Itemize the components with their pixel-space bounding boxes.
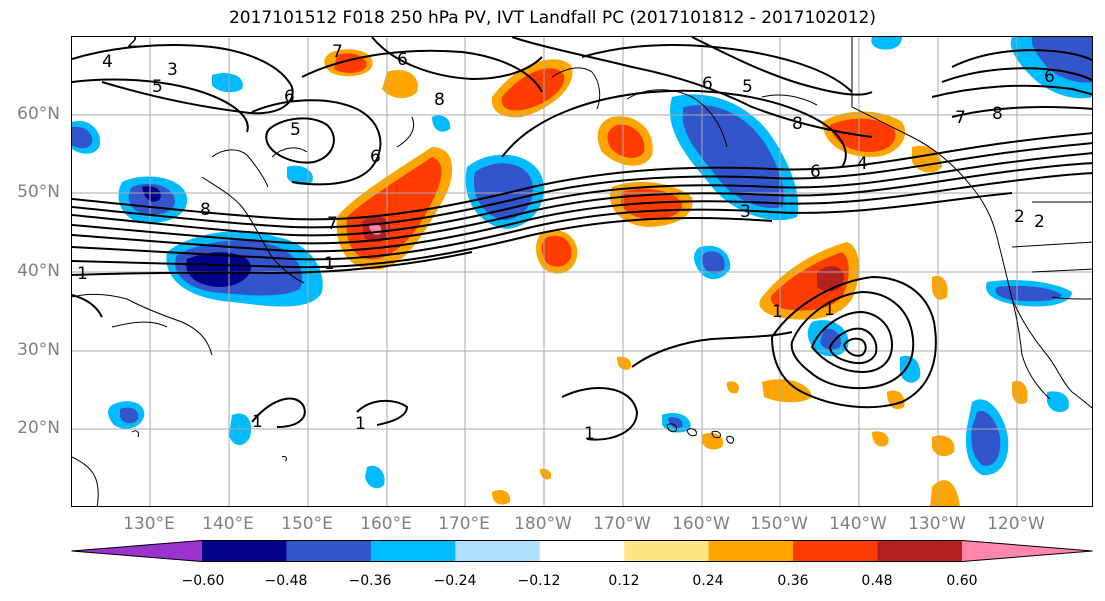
colorbar-segment	[624, 540, 710, 562]
lon-label-170w: 170°W	[593, 514, 651, 534]
colorbar-outline	[71, 540, 1093, 562]
contour-label: 1	[324, 254, 335, 274]
contour-label: 5	[290, 120, 301, 140]
contour-label: 6	[810, 162, 821, 182]
contour-label: 7	[332, 42, 343, 62]
colorbar-tick-label: 0.60	[946, 573, 978, 589]
colorbar-tick-label: −0.48	[264, 573, 308, 589]
colorbar-tick-label: 0.48	[861, 573, 893, 589]
colorbar	[71, 540, 1093, 562]
colorbar-segment	[793, 540, 879, 562]
contour-label: 6	[397, 50, 408, 70]
colorbar-segment	[539, 540, 625, 562]
colorbar-extend-max	[962, 540, 1093, 562]
contour-label: 1	[824, 300, 835, 320]
colorbar-segment	[708, 540, 794, 562]
colorbar-svg	[71, 540, 1093, 562]
lon-label-150e: 150°E	[281, 514, 333, 534]
lon-label-160w: 160°W	[672, 514, 730, 534]
colorbar-segment	[455, 540, 541, 562]
lat-label-20n: 20°N	[17, 418, 60, 438]
lat-label-50n: 50°N	[17, 182, 60, 202]
lon-label-160e: 160°E	[360, 514, 412, 534]
colorbar-tick-label: −0.60	[181, 573, 225, 589]
contour-lines	[72, 37, 1092, 441]
contour-label: 2	[1034, 212, 1045, 232]
colorbar-tick-label: 0.36	[777, 573, 809, 589]
map-panel: 2 4 3 5 6 7 6 8 6 5 6 8 6 5 7 8 6 4 3 2 …	[71, 36, 1093, 507]
colorbar-extend-min	[71, 540, 202, 562]
lon-label-130w: 130°W	[908, 514, 966, 534]
lon-label-180w: 180°W	[514, 514, 572, 534]
lon-label-170e: 170°E	[438, 514, 490, 534]
contour-label: 5	[742, 77, 753, 97]
contour-label: 6	[284, 87, 295, 107]
colorbar-segment	[286, 540, 372, 562]
lon-label-140w: 140°W	[829, 514, 887, 534]
colorbar-segment	[877, 540, 963, 562]
contour-label: 8	[992, 104, 1003, 124]
contour-label: 4	[102, 52, 113, 72]
contour-label: 1	[584, 424, 595, 444]
contour-label: 6	[370, 147, 381, 167]
colorbar-tick-label: 0.12	[608, 573, 640, 589]
coastlines	[72, 37, 1092, 506]
contour-label: 1	[252, 412, 263, 432]
colorbar-tick-label: −0.36	[348, 573, 392, 589]
contour-label: 5	[152, 77, 163, 97]
contour-label: 8	[792, 114, 803, 134]
lat-label-60n: 60°N	[17, 104, 60, 124]
map-canvas: 2 4 3 5 6 7 6 8 6 5 6 8 6 5 7 8 6 4 3 2 …	[72, 37, 1092, 506]
colorbar-segment	[202, 540, 287, 562]
contour-label: 1	[772, 302, 783, 322]
contour-label: 8	[434, 90, 445, 110]
contour-label: 1	[77, 264, 88, 284]
lon-label-130e: 130°E	[123, 514, 175, 534]
contour-label: 1	[355, 414, 366, 434]
lon-label-120w: 120°W	[987, 514, 1045, 534]
lat-label-40n: 40°N	[17, 261, 60, 281]
lat-label-30n: 30°N	[17, 340, 60, 360]
contour-label: 7	[955, 108, 966, 128]
lon-label-150w: 150°W	[750, 514, 808, 534]
colorbar-segment	[370, 540, 456, 562]
lon-label-140e: 140°E	[202, 514, 254, 534]
contour-label: 6	[702, 74, 713, 94]
colorbar-tick-label: −0.24	[433, 573, 477, 589]
contour-label: 2	[127, 37, 138, 52]
contour-labels: 2 4 3 5 6 7 6 8 6 5 6 8 6 5 7 8 6 4 3 2 …	[77, 37, 1055, 444]
contour-label: 3	[740, 202, 751, 222]
contour-label: 8	[200, 200, 211, 220]
contour-label: 4	[857, 154, 868, 174]
contour-label: 6	[1044, 67, 1055, 87]
colorbar-tick-label: 0.24	[692, 573, 724, 589]
colorbar-tick-label: −0.12	[517, 573, 561, 589]
contour-label: 3	[167, 60, 178, 80]
contour-label: 2	[1014, 207, 1025, 227]
contour-label: 7	[327, 214, 338, 234]
map-title: 2017101512 F018 250 hPa PV, IVT Landfall…	[228, 8, 876, 28]
